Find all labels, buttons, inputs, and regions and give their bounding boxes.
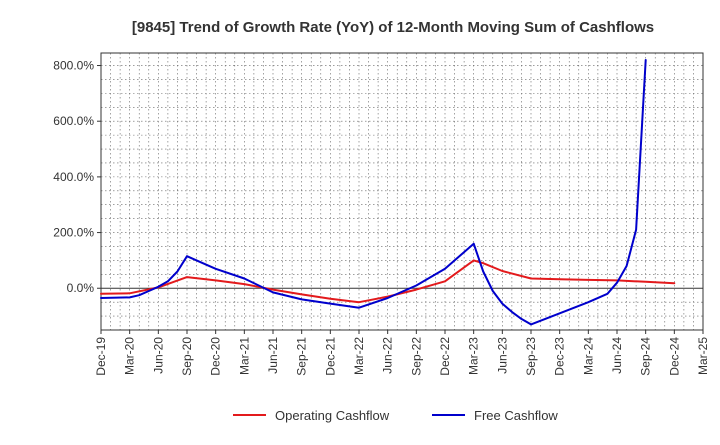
x-tick-label: Jun-24 (610, 337, 624, 374)
series-layer (100, 59, 676, 326)
x-axis-ticks: Dec-19 Mar-20 Jun-20 Sep-20 Dec-20 Mar-21 Jun-… (94, 330, 710, 376)
y-tick-label: 400.0% (53, 170, 94, 184)
y-tick-label: 600.0% (53, 114, 94, 128)
x-tick-label: Dec-19 (94, 337, 108, 376)
x-tick-label: Mar-21 (237, 337, 251, 375)
y-tick-label: 200.0% (53, 226, 94, 240)
chart-title: [9845] Trend of Growth Rate (YoY) of 12-… (132, 19, 654, 36)
x-tick-label: Sep-20 (180, 337, 194, 376)
x-tick-label: Jun-21 (266, 337, 280, 374)
x-tick-label: Mar-24 (581, 337, 595, 375)
plot-area-frame (100, 52, 704, 331)
y-tick-label: 0.0% (67, 281, 95, 295)
series-line-operating-cashflow (100, 259, 676, 304)
x-tick-label: Mar-22 (352, 337, 366, 375)
x-tick-label: Dec-23 (553, 337, 567, 376)
legend-label-free-cashflow: Free Cashflow (474, 408, 558, 423)
x-tick-label: Dec-24 (667, 337, 681, 376)
x-tick-label: Jun-22 (381, 337, 395, 374)
y-axis-ticks: 0.0% 200.0% 400.0% 600.0% 800.0% (53, 59, 101, 295)
grid (101, 53, 703, 330)
series-line-free-cashflow (100, 59, 647, 326)
x-tick-label: Mar-25 (696, 337, 710, 375)
x-tick-label: Sep-24 (639, 337, 653, 376)
x-tick-label: Mar-20 (123, 337, 137, 375)
x-tick-label: Sep-23 (524, 337, 538, 376)
x-tick-label: Dec-22 (438, 337, 452, 376)
x-tick-label: Dec-20 (209, 337, 223, 376)
x-tick-label: Dec-21 (323, 337, 337, 376)
y-tick-label: 800.0% (53, 59, 94, 73)
x-tick-label: Sep-21 (295, 337, 309, 376)
legend-label-operating-cashflow: Operating Cashflow (275, 408, 390, 423)
x-tick-label: Jun-20 (151, 337, 165, 374)
x-tick-label: Mar-23 (467, 337, 481, 375)
x-tick-label: Sep-22 (409, 337, 423, 376)
legend: Operating Cashflow Free Cashflow (233, 408, 558, 423)
x-tick-label: Jun-23 (495, 337, 509, 374)
